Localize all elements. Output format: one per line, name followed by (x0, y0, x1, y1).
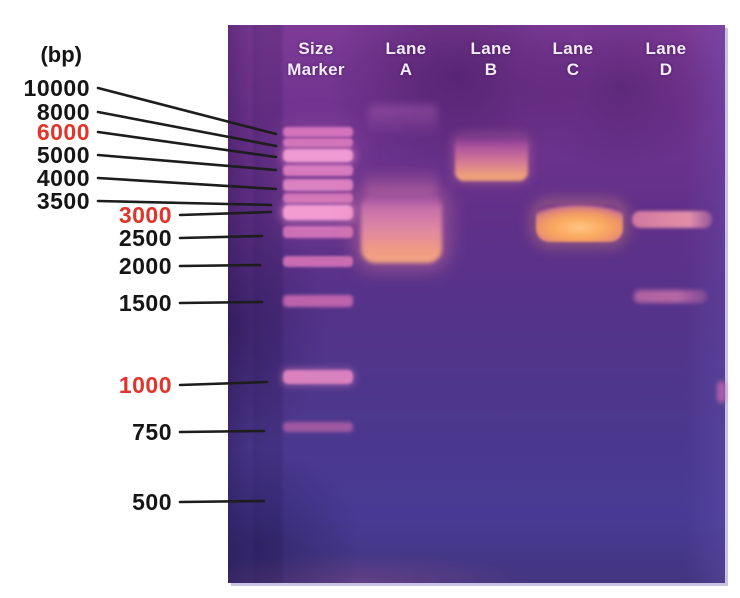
gel-band-lane-A (361, 193, 442, 263)
bp-label-500: 500 (132, 489, 172, 515)
bp-label-4000: 4000 (36, 165, 90, 191)
lane-header-a: Lane A (361, 38, 451, 80)
gel-band-lane-C (536, 204, 623, 242)
marker-band-2000 (283, 256, 353, 267)
gel-band-lane-B (455, 136, 528, 181)
lane-header-text: A (399, 60, 413, 79)
bp-label-8000: 8000 (36, 99, 90, 125)
bp-label-6000: 6000 (36, 119, 90, 145)
marker-band-1500 (283, 295, 353, 307)
lane-header-b: Lane B (446, 38, 536, 80)
bp-label-750: 750 (132, 419, 172, 445)
bp-label-1500: 1500 (118, 290, 172, 316)
marker-band-3000 (283, 205, 353, 220)
lane-header-text: Lane (385, 39, 427, 58)
marker-band-4000 (283, 179, 353, 191)
bp-label-3000: 3000 (118, 202, 172, 228)
marker-band-750 (283, 422, 353, 432)
gel-band-lane-D (632, 211, 712, 228)
gel-band-lane-A (364, 163, 438, 197)
gel-band-lane-D (634, 290, 707, 303)
lane-header-text: C (566, 60, 580, 79)
lane-header-d: Lane D (621, 38, 711, 80)
lane-header-text: Lane (552, 39, 594, 58)
marker-band-8000 (283, 138, 353, 147)
gel-band-lane-marker (278, 120, 360, 238)
marker-band-1000 (283, 370, 353, 384)
gel-band-lane-edge-artifact (717, 381, 726, 403)
lane-header-c: Lane C (528, 38, 618, 80)
lane-header-text: Lane (470, 39, 512, 58)
bp-label-2000: 2000 (118, 253, 172, 279)
unit-label: (bp) (40, 42, 82, 67)
lane-header-marker: Size Marker (271, 38, 361, 80)
gel-image: Size Marker Lane A Lane B Lane C Lane D (228, 25, 726, 583)
lane-header-text: D (659, 60, 673, 79)
marker-band-6000 (283, 149, 353, 162)
gel-band-lane-A (368, 105, 438, 135)
marker-band-5000 (283, 165, 353, 176)
bp-label-1000: 1000 (118, 372, 172, 398)
lane-header-text: Lane (645, 39, 687, 58)
bp-label-3500: 3500 (36, 188, 90, 214)
marker-band-3500 (283, 193, 353, 203)
lane-header-text: Marker (287, 60, 345, 79)
marker-band-2500 (283, 226, 353, 238)
bp-label-10000: 10000 (23, 75, 90, 101)
bp-label-5000: 5000 (36, 142, 90, 168)
bp-label-2500: 2500 (118, 225, 172, 251)
marker-band-10000 (283, 127, 353, 137)
lane-header-text: Size (298, 39, 334, 58)
lane-header-text: B (484, 60, 498, 79)
